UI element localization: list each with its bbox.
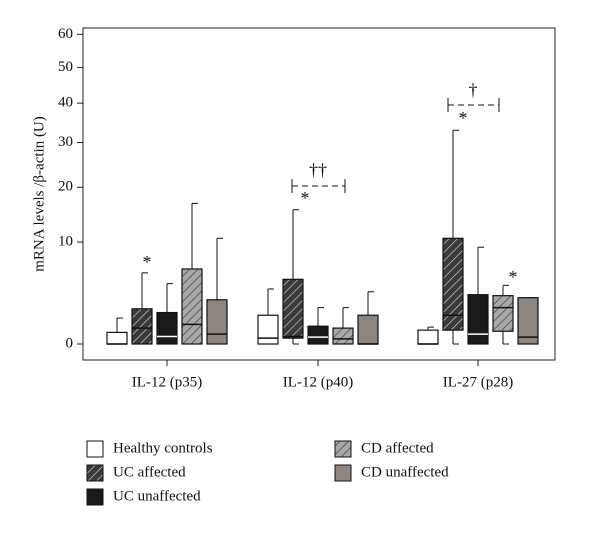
legend-label: CD unaffected [361,464,449,480]
box [131,308,153,345]
y-tick-label: 0 [66,335,74,351]
box [492,295,514,332]
legend-label: Healthy controls [113,440,213,456]
plot-frame [82,27,556,361]
box [442,237,464,331]
legend-swatch [334,464,352,482]
y-axis-label: mRNA levels /β-actin (U) [31,116,47,272]
annotation: * [459,108,468,128]
box [357,314,379,345]
box [206,299,228,345]
box [106,331,128,345]
y-tick-label: 30 [58,134,73,150]
legend-label: CD affected [361,440,434,456]
legend-label: UC affected [113,464,186,480]
box [156,311,178,345]
legend-label: UC unaffected [113,488,201,504]
annotation: †† [309,160,327,180]
legend-swatch [334,440,352,458]
y-tick-label: 20 [58,179,73,195]
x-tick-label: IL-12 (p40) [283,374,353,390]
legend-swatch [86,464,104,482]
box [517,297,539,345]
box [181,268,203,345]
box [282,278,304,339]
annotation: † [469,80,478,100]
x-tick-label: IL-12 (p35) [132,374,202,390]
legend-swatch [86,440,104,458]
y-tick-label: 10 [58,233,73,249]
box [417,329,439,345]
box [307,325,329,345]
box [257,314,279,345]
legend-swatch [86,488,104,506]
annotation: * [509,267,518,287]
y-tick-label: 50 [58,59,73,75]
box [332,327,354,345]
box [467,294,489,345]
annotation: * [143,252,152,272]
y-tick-label: 40 [58,95,73,111]
y-tick-label: 60 [58,26,73,42]
annotation: * [301,188,310,208]
x-tick-label: IL-27 (p28) [443,374,513,390]
